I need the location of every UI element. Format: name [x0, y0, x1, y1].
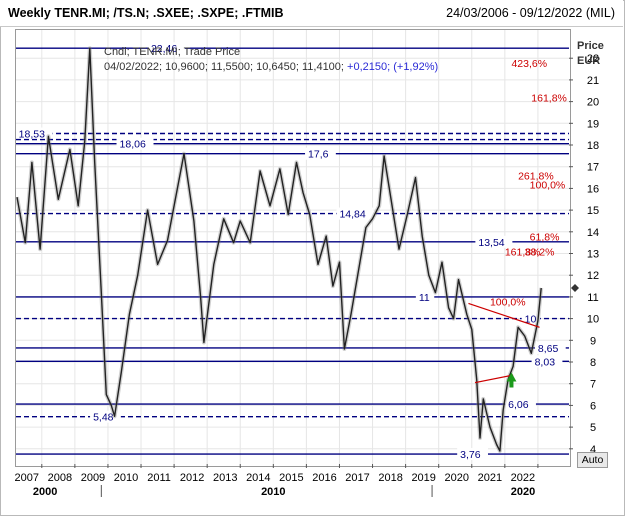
trendline	[468, 302, 540, 328]
fib-label: 38,2%	[525, 247, 555, 259]
level-label: 11	[419, 292, 430, 304]
fib-label: 61,8%	[530, 231, 560, 243]
x-tick-label: 2017	[345, 472, 369, 484]
x-tick-label: 2008	[48, 472, 72, 484]
y-tick-label: 16	[587, 183, 599, 195]
x-tick-label: 2015	[279, 472, 303, 484]
level-label: 17,6	[308, 149, 329, 161]
currency-label: EUR	[577, 55, 601, 67]
level-label: 6,06	[508, 399, 529, 411]
y-tick-label: 4	[590, 444, 596, 456]
y-tick-label: 6	[590, 400, 596, 412]
instrument-info: Cndl; TENR.MI; Trade Price	[104, 46, 241, 58]
x-tick-label: 2010	[114, 472, 138, 484]
y-tick-label: 9	[590, 335, 596, 347]
level-label-bg	[336, 207, 374, 220]
y-tick-label: 17	[587, 162, 599, 174]
y-tick-label: 12	[587, 270, 599, 282]
x-decade-label: 2000	[33, 486, 57, 498]
x-tick-label: 2013	[213, 472, 237, 484]
x-tick-label: 2012	[180, 472, 204, 484]
level-label-bg	[415, 290, 435, 303]
ohlc-info: 04/02/2022; 10,9600; 11,5500; 10,6450; 1…	[104, 61, 438, 73]
level-label: 22,46	[151, 43, 177, 55]
fib-label: 261,8%	[518, 171, 554, 183]
y-tick-label: 13	[587, 249, 599, 261]
y-tick-label: 14	[587, 227, 599, 239]
x-tick-label: 2007	[15, 472, 39, 484]
x-tick-label: 2019	[411, 472, 435, 484]
plot-layer: 22,46 18,53 18,06 17,6 14,84 13,54 11 10 8,658,0…	[16, 30, 569, 464]
y-tick-label: 15	[587, 205, 599, 217]
y-tick-label: 5	[590, 422, 596, 434]
y-tick-label: 22	[587, 53, 599, 65]
x-tick-label: 2022	[511, 472, 535, 484]
y-tick-label: 8	[590, 357, 596, 369]
x-tick-label: 2018	[378, 472, 402, 484]
level-label-bg	[16, 127, 53, 140]
level-label-bg	[457, 448, 488, 461]
y-tick-label: 7	[590, 379, 596, 391]
level-label: 14,84	[339, 209, 365, 221]
level-label: 3,76	[460, 449, 481, 461]
fib-label: 100,0%	[530, 179, 566, 191]
header-bar: Weekly TENR.MI; /TS.N; .SXEE; .SXPE; .FT…	[0, 0, 623, 27]
level-label: 10	[525, 314, 537, 326]
level-label-bg	[521, 312, 541, 325]
price-change: +0,2150; (+1,92%)	[347, 61, 439, 73]
y-tick-label: 19	[587, 118, 599, 130]
fib-label: 161,8%	[505, 247, 541, 259]
y-tick-label: 11	[587, 292, 598, 304]
y-tick-label: 10	[587, 314, 599, 326]
level-label-bg	[531, 355, 563, 368]
y-tick-label: 21	[587, 75, 599, 87]
level-label-bg	[147, 42, 185, 55]
y-tick-label: 18	[587, 140, 599, 152]
level-label: 8,03	[535, 356, 556, 368]
level-label: 13,54	[478, 237, 504, 249]
fib-label: 100,0%	[490, 297, 526, 309]
level-label: 8,65	[538, 343, 559, 355]
x-tick-label: 2021	[478, 472, 502, 484]
level-label-bg	[475, 235, 513, 248]
y-tick-label: 20	[587, 97, 599, 109]
level-label-bg	[505, 398, 536, 411]
price-line	[16, 47, 542, 452]
level-label: 5,48	[93, 412, 114, 424]
ohlc-values: 04/02/2022; 10,9600; 11,5500; 10,6450; 1…	[104, 61, 344, 73]
auto-scale-button[interactable]: Auto	[577, 452, 608, 468]
x-decade-label: 2020	[511, 486, 535, 498]
price-range-band	[16, 46, 544, 453]
x-tick-label: 2014	[246, 472, 270, 484]
level-label: 18,53	[19, 129, 45, 141]
x-tick-label: 2020	[445, 472, 469, 484]
date-range: 24/03/2006 - 09/12/2022 (MIL)	[446, 6, 615, 20]
breakout-arrow-icon	[506, 372, 517, 388]
x-decade-label: 2010	[261, 486, 285, 498]
trendline	[474, 374, 514, 384]
level-label-bg	[116, 137, 154, 150]
x-tick-label: 2011	[147, 472, 171, 484]
price-axis-title: Price	[577, 40, 604, 52]
level-label-bg	[534, 341, 566, 354]
level-label-bg	[305, 147, 336, 160]
x-tick-label: 2016	[312, 472, 336, 484]
chart-title: Weekly TENR.MI; /TS.N; .SXEE; .SXPE; .FT…	[8, 6, 284, 20]
fib-label: 161,8%	[531, 93, 567, 105]
fib-label: 423,6%	[511, 58, 547, 70]
x-tick-label: 2009	[81, 472, 105, 484]
last-price-marker-icon	[571, 284, 579, 293]
level-label: 18,06	[120, 139, 146, 151]
